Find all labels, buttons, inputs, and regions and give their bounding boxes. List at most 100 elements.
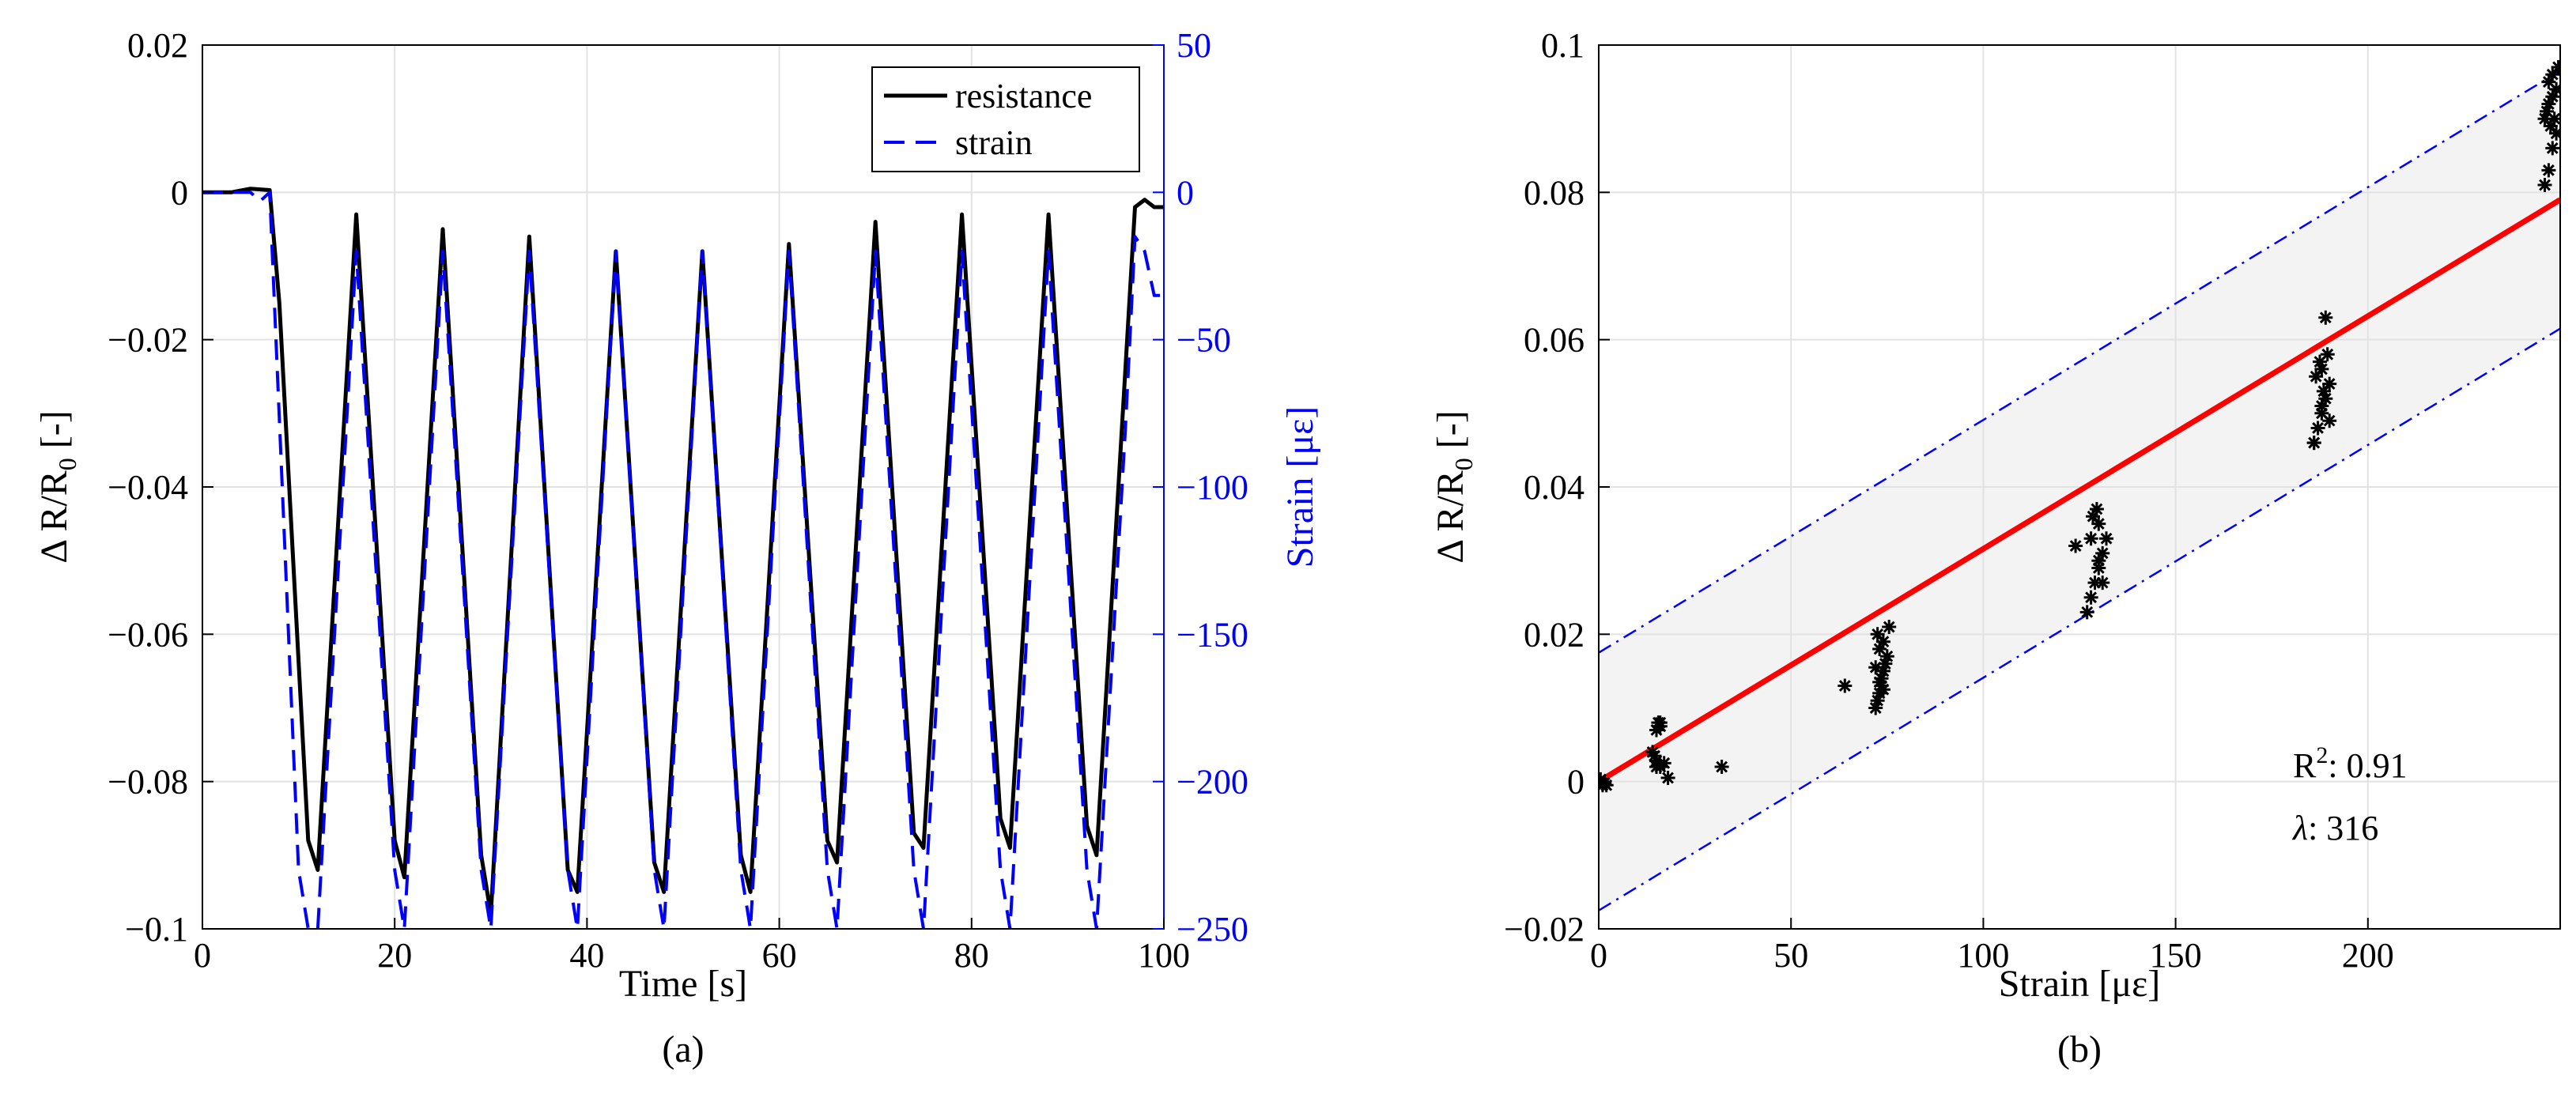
y-tick-label-3: −0.04 [108, 468, 188, 507]
data-point [1647, 749, 1662, 764]
x-tick-label-0: 0 [194, 936, 211, 975]
data-point [1870, 693, 1885, 708]
chart-a-y-label: Δ R/R0 [-] [33, 410, 81, 564]
data-point [2320, 347, 2335, 362]
x-tick-label-3: 150 [2150, 936, 2202, 975]
y-tick-label-4: 0.02 [1524, 615, 1585, 654]
x-tick-label-1: 20 [377, 936, 412, 975]
data-point [1872, 674, 1887, 689]
data-point [1875, 682, 1890, 697]
data-point [2083, 531, 2098, 546]
legend-box [871, 66, 1140, 172]
data-point [2306, 436, 2321, 451]
y-tick-label-2: −0.02 [108, 321, 188, 360]
y-tick-label-1: 0 [171, 173, 188, 212]
y2-tick-label-6: −250 [1177, 910, 1248, 949]
series-resistance-line [202, 187, 1164, 916]
chart-b-points [1599, 60, 2560, 793]
y-tick-label-5: 0 [1567, 763, 1585, 802]
chart-a-grid [202, 44, 1165, 930]
x-tick-label-2: 100 [1957, 936, 2009, 975]
data-point [2537, 111, 2552, 126]
data-point [2541, 74, 2556, 89]
data-point [2086, 509, 2100, 524]
x-tick-label-4: 80 [954, 936, 989, 975]
series-strain-line [202, 191, 1164, 929]
upper-bound-line [1599, 70, 2560, 654]
data-point [1652, 715, 1668, 730]
data-point [1879, 649, 1894, 664]
data-point [1875, 634, 1890, 649]
chart-a-panel-label: (a) [662, 1028, 704, 1070]
y-tick-label-6: −0.1 [125, 910, 188, 949]
data-point [1656, 756, 1671, 771]
y2-tick-label-1: 0 [1177, 173, 1194, 212]
data-point [2087, 575, 2102, 591]
data-point [2313, 354, 2327, 369]
data-point [2545, 67, 2560, 82]
y2-tick-label-0: 50 [1177, 26, 1211, 65]
x-tick-label-3: 60 [762, 936, 797, 975]
data-point [2095, 575, 2110, 591]
data-point [1868, 700, 1883, 715]
data-point [2309, 369, 2324, 384]
data-point [2091, 553, 2106, 568]
y-tick-label-6: −0.02 [1504, 910, 1585, 949]
chart-b-x-label: Strain [με] [1999, 963, 2161, 1005]
chart-a-x-label: Time [s] [619, 963, 747, 1005]
data-point [2318, 391, 2333, 406]
data-point [2551, 60, 2560, 74]
fit-line [1599, 197, 2560, 784]
data-point [2314, 361, 2329, 376]
data-point [2316, 383, 2331, 398]
data-point [1870, 627, 1885, 642]
data-point [2083, 590, 2098, 605]
x-tick-label-4: 200 [2342, 936, 2394, 975]
data-point [1660, 771, 1675, 785]
legend-label-strain: strain [955, 123, 1033, 162]
data-point [2541, 163, 2556, 178]
y-tick-label-0: 0.02 [127, 26, 188, 65]
data-point [2068, 538, 2083, 553]
y2-tick-label-5: −200 [1177, 763, 1248, 802]
data-point [1868, 660, 1883, 675]
data-point [1874, 678, 1889, 693]
data-point [2541, 96, 2556, 111]
legend-label-resistance: resistance [955, 77, 1092, 115]
data-point [2091, 516, 2106, 531]
y-tick-label-1: 0.08 [1524, 173, 1585, 212]
data-point [1649, 753, 1664, 768]
data-point [1645, 745, 1660, 760]
data-point [1714, 760, 1729, 774]
data-point [2322, 376, 2337, 391]
data-point [2091, 560, 2106, 575]
chart-b-y-label: Δ R/R0 [-] [1430, 410, 1478, 564]
x-tick-label-1: 50 [1773, 936, 1808, 975]
data-point [1599, 775, 1612, 791]
data-point [1875, 663, 1890, 678]
data-point [2549, 81, 2560, 96]
data-point [2314, 406, 2329, 421]
data-point [2540, 104, 2554, 119]
data-point [2314, 398, 2329, 413]
chart-a-ticks: 0 20 40 60 80 100 0.02 0 −0.02 −0.04 −0.06 −0.08 −0.… [108, 26, 1248, 975]
lambda-annotation: λ: 316 [2291, 809, 2378, 847]
y-tick-label-2: 0.06 [1524, 321, 1585, 360]
x-tick-label-2: 40 [569, 936, 604, 975]
y-tick-label-3: 0.04 [1524, 468, 1585, 507]
lower-bound-line [1599, 327, 2560, 911]
data-point [1878, 656, 1893, 671]
data-point [2545, 89, 2560, 104]
chart-b-panel-label: (b) [2057, 1028, 2102, 1070]
data-point [2310, 421, 2325, 436]
data-point [1882, 620, 1897, 634]
data-point [2318, 310, 2333, 325]
y-tick-label-0: 0.1 [1541, 26, 1585, 65]
data-point [1874, 671, 1889, 686]
x-tick-label-0: 0 [1590, 936, 1607, 975]
y2-tick-label-2: −50 [1177, 321, 1231, 360]
y2-tick-label-4: −150 [1177, 615, 1248, 654]
